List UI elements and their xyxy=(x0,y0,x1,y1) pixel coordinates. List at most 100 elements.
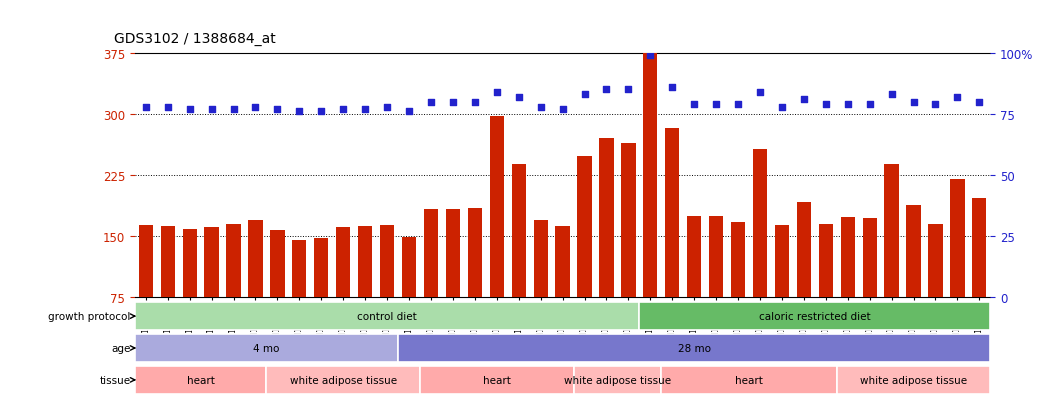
Point xyxy=(181,107,198,113)
Point xyxy=(927,102,944,108)
Text: caloric restricted diet: caloric restricted diet xyxy=(759,311,871,321)
Point xyxy=(817,102,834,108)
Point xyxy=(532,104,549,111)
Point xyxy=(795,97,812,103)
Point xyxy=(971,99,987,106)
Text: heart: heart xyxy=(735,375,763,385)
Point xyxy=(270,107,286,113)
Bar xyxy=(688,216,701,358)
Point xyxy=(708,102,725,108)
Point xyxy=(905,99,922,106)
Point xyxy=(357,107,373,113)
Bar xyxy=(271,231,284,358)
Point xyxy=(423,99,440,106)
Bar xyxy=(640,302,990,331)
Point xyxy=(488,89,505,96)
Text: heart: heart xyxy=(483,375,510,385)
Point xyxy=(400,109,417,116)
Bar xyxy=(556,227,569,358)
Bar xyxy=(599,139,614,358)
Point xyxy=(730,102,747,108)
Point xyxy=(554,107,570,113)
Point xyxy=(203,107,220,113)
Bar xyxy=(973,198,986,358)
Bar xyxy=(511,165,526,358)
Bar xyxy=(775,226,789,358)
Bar xyxy=(135,366,267,394)
Bar xyxy=(885,165,899,358)
Point xyxy=(225,107,242,113)
Point xyxy=(247,104,263,111)
Point xyxy=(840,102,857,108)
Bar xyxy=(863,218,877,358)
Bar xyxy=(398,334,990,363)
Bar xyxy=(226,224,241,358)
Bar xyxy=(621,144,636,358)
Bar xyxy=(292,240,307,358)
Point xyxy=(379,104,395,111)
Bar xyxy=(267,366,420,394)
Bar xyxy=(928,224,943,358)
Point xyxy=(664,85,680,91)
Bar xyxy=(358,227,372,358)
Bar xyxy=(446,210,460,358)
Text: 28 mo: 28 mo xyxy=(678,343,710,353)
Bar xyxy=(248,220,262,358)
Text: GDS3102 / 1388684_at: GDS3102 / 1388684_at xyxy=(114,31,276,45)
Bar xyxy=(468,208,482,358)
Bar xyxy=(183,229,197,358)
Point xyxy=(313,109,330,116)
Text: white adipose tissue: white adipose tissue xyxy=(564,375,671,385)
Point xyxy=(577,92,593,98)
Bar xyxy=(841,218,854,358)
Bar xyxy=(573,366,662,394)
Point xyxy=(598,87,615,94)
Text: white adipose tissue: white adipose tissue xyxy=(289,375,397,385)
Point xyxy=(445,99,461,106)
Bar xyxy=(135,334,398,363)
Text: control diet: control diet xyxy=(357,311,417,321)
Bar xyxy=(139,226,152,358)
Text: growth protocol: growth protocol xyxy=(48,311,131,321)
Bar xyxy=(731,223,746,358)
Text: white adipose tissue: white adipose tissue xyxy=(860,375,968,385)
Bar xyxy=(402,237,416,358)
Point xyxy=(774,104,790,111)
Bar xyxy=(420,366,573,394)
Point xyxy=(620,87,637,94)
Text: tissue: tissue xyxy=(100,375,131,385)
Bar xyxy=(906,206,921,358)
Point xyxy=(291,109,308,116)
Bar xyxy=(161,227,175,358)
Point xyxy=(160,104,176,111)
Point xyxy=(884,92,900,98)
Bar xyxy=(665,128,679,358)
Bar xyxy=(837,366,990,394)
Bar xyxy=(424,210,438,358)
Bar xyxy=(818,224,833,358)
Text: heart: heart xyxy=(187,375,215,385)
Point xyxy=(335,107,352,113)
Bar xyxy=(662,366,837,394)
Bar xyxy=(796,202,811,358)
Point xyxy=(642,53,658,59)
Text: age: age xyxy=(111,343,131,353)
Bar xyxy=(135,302,640,331)
Bar xyxy=(753,150,767,358)
Bar xyxy=(489,117,504,358)
Point xyxy=(862,102,878,108)
Point xyxy=(685,102,702,108)
Point xyxy=(752,89,768,96)
Bar xyxy=(380,226,394,358)
Point xyxy=(949,94,965,101)
Bar xyxy=(314,238,329,358)
Bar xyxy=(336,228,351,358)
Bar xyxy=(950,180,964,358)
Bar xyxy=(578,157,592,358)
Bar xyxy=(533,220,548,358)
Point xyxy=(138,104,155,111)
Bar xyxy=(709,217,723,358)
Text: 4 mo: 4 mo xyxy=(253,343,280,353)
Bar xyxy=(643,54,657,358)
Point xyxy=(510,94,527,101)
